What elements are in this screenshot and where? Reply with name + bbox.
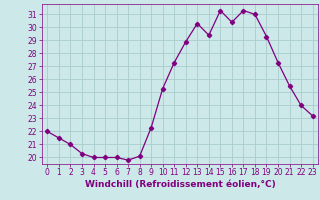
X-axis label: Windchill (Refroidissement éolien,°C): Windchill (Refroidissement éolien,°C): [84, 180, 276, 189]
